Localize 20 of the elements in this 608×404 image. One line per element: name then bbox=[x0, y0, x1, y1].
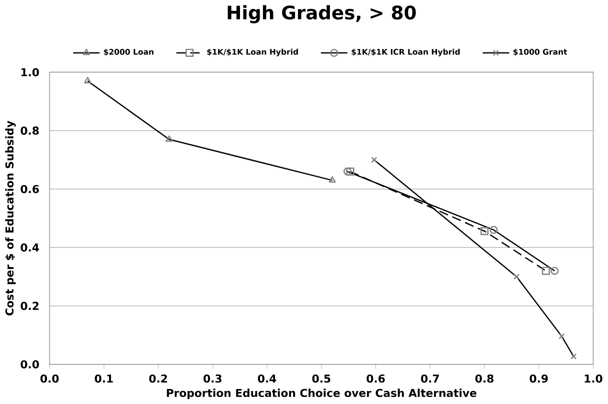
x-axis-title: Proportion Education Choice over Cash Alternative bbox=[166, 388, 476, 400]
y-tick-label: 0.4 bbox=[20, 243, 39, 252]
y-tick-label: 0.8 bbox=[20, 126, 39, 135]
chart-title: High Grades, > 80 bbox=[228, 5, 416, 24]
x-tick-label: 0.4 bbox=[258, 374, 276, 382]
y-tick-label: 0.6 bbox=[20, 184, 39, 194]
y-axis-title: Cost per $ of Education Subsidy bbox=[5, 120, 16, 316]
x-tick-label: 0.6 bbox=[366, 374, 385, 382]
x-tick-label: 0.5 bbox=[312, 374, 330, 382]
y-tick-label: 0.2 bbox=[20, 302, 39, 310]
x-tick-label: 1.0 bbox=[584, 374, 602, 382]
x-tick-label: 0.3 bbox=[204, 374, 222, 382]
y-tick-label: 0.0 bbox=[20, 360, 39, 368]
x-tick-label: 0.2 bbox=[149, 374, 167, 382]
x-tick-label: 0.0 bbox=[40, 374, 59, 382]
x-tick-label: 0.8 bbox=[475, 374, 494, 382]
x-tick-label: 0.7 bbox=[421, 374, 439, 382]
x-tick-label: 0.1 bbox=[94, 374, 113, 382]
y-tick-label: 1.0 bbox=[21, 68, 39, 76]
x-tick-label: 0.9 bbox=[530, 374, 548, 382]
